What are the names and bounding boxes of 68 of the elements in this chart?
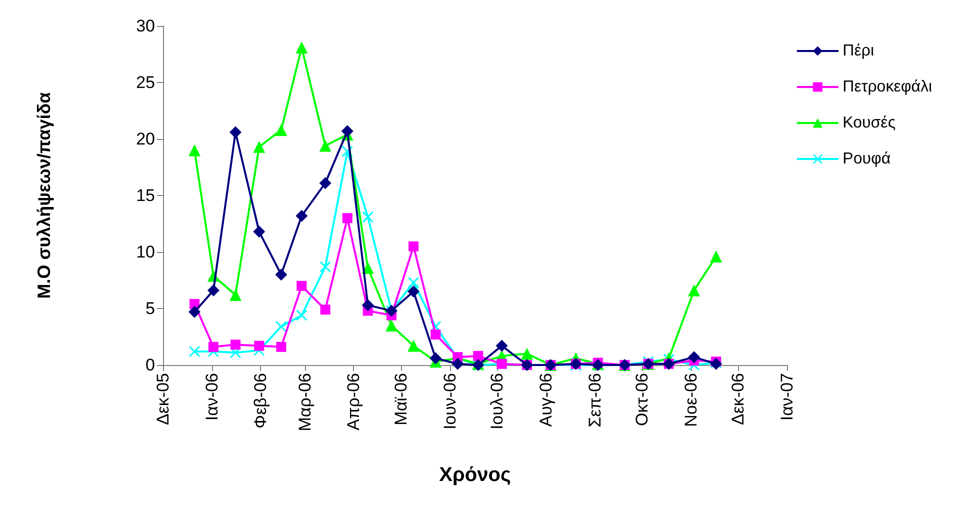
point [473,350,484,361]
point [408,340,420,352]
x-tick-label: Αυγ-06 [536,373,556,427]
x-tick-label: Ιαν-07 [778,373,796,421]
x-tick-label: Οκτ-06 [632,373,652,426]
x-tick-label: Ιουν-06 [440,373,460,430]
point [408,277,420,288]
legend-label: Πετροκεφάλι [842,78,932,96]
y-tick-label: 20 [136,130,155,148]
y-tick-label: 5 [146,299,155,318]
point [521,348,533,360]
x-tick-label: Δεκ-06 [728,373,748,426]
point [253,226,266,238]
point [275,268,288,281]
point [385,319,398,332]
point [362,262,374,274]
point [430,329,441,340]
point [296,210,308,222]
x-tick-label: Μαϊ-06 [391,373,410,426]
point [342,213,352,224]
x-tick-label: Μαρ-06 [295,373,314,432]
x-tick-label: Ιαν-06 [202,373,222,421]
point [362,211,374,222]
point [688,284,700,296]
x-tick-label: Νοε-06 [681,373,700,427]
point [296,41,308,54]
point [430,352,442,364]
point [496,340,508,352]
legend-label: Πέρι [842,42,874,60]
point [452,358,464,370]
point [188,306,201,318]
x-tick-label: Δεκ-05 [154,373,172,426]
point [408,241,419,252]
point [319,177,332,190]
x-tick-label: Φεβ-06 [251,373,270,428]
point [320,304,330,315]
point [276,342,286,352]
point [229,126,242,138]
legend-label: Ρουφά [842,150,891,168]
point [341,125,354,138]
y-axis-title: Μ.Ο συλλήψεων/παγίδα [34,92,54,299]
point [408,286,420,298]
y-tick-label: 25 [136,73,155,92]
x-tick-label: Σεπ-06 [585,373,604,428]
y-tick-label: 10 [136,242,155,262]
x-tick-label: Απρ-06 [344,373,364,430]
point [275,124,288,136]
point [362,299,374,312]
point [320,261,331,272]
point [189,346,200,357]
point [296,310,308,321]
point [230,340,240,350]
point [254,340,264,351]
point [710,250,722,263]
point [688,351,700,364]
y-tick-label: 15 [136,186,155,205]
point [253,140,266,153]
y-tick-label: 30 [136,16,155,36]
y-tick-label: 0 [146,356,155,374]
point [296,280,307,291]
x-axis-title: Χρόνος [439,464,511,486]
point [188,144,201,156]
legend-label: Κουσές [842,114,896,132]
point [229,288,242,301]
point [208,342,218,352]
point [319,140,332,152]
x-tick-label: Ιουλ-06 [488,373,507,430]
point [207,284,220,296]
